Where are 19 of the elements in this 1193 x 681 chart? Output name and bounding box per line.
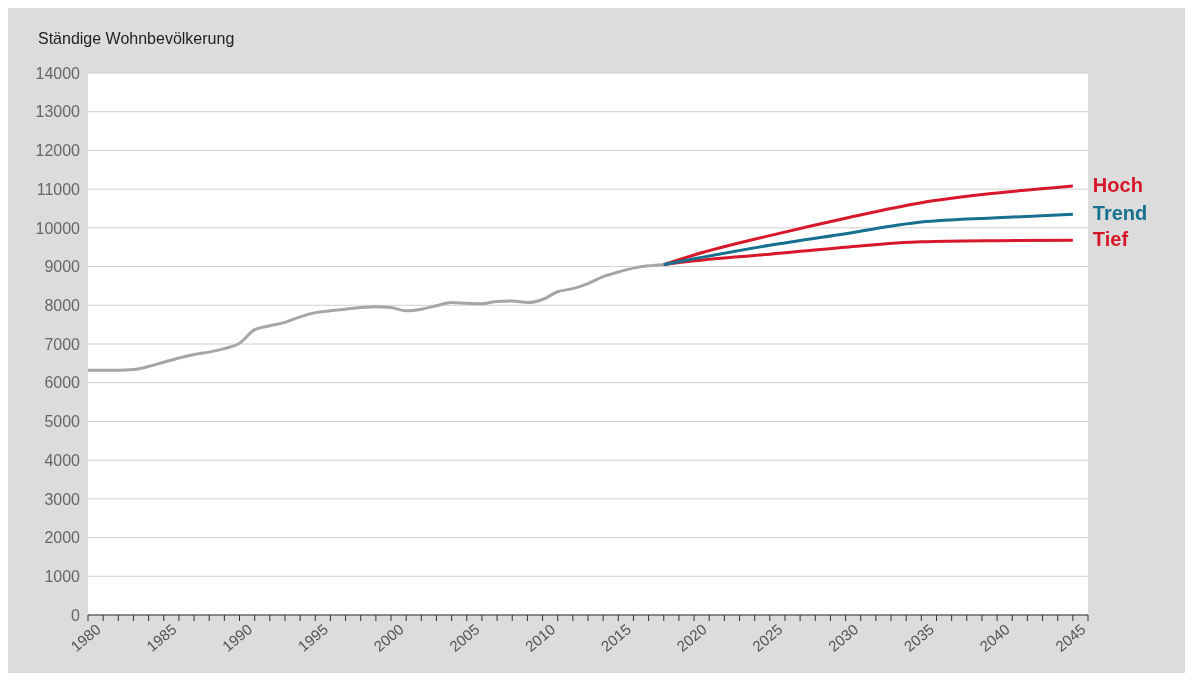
y-tick-label: 5000 [44,413,81,431]
y-axis-title: Ständige Wohnbevölkerung [38,30,235,48]
y-tick-label: 10000 [35,219,81,237]
y-tick-label: 6000 [44,374,81,392]
y-tick-label: 0 [71,606,81,624]
y-tick-label: 14000 [35,64,81,82]
y-tick-label: 13000 [35,103,81,121]
series-label: Tief [1092,228,1129,251]
y-tick-label: 12000 [35,142,81,160]
y-tick-label: 3000 [44,490,81,508]
y-tick-label: 2000 [44,529,81,547]
y-tick-label: 11000 [36,180,81,198]
y-tick-label: 1000 [44,567,81,585]
y-tick-label: 8000 [44,296,81,314]
y-tick-label: 7000 [44,335,81,353]
y-tick-label: 4000 [44,451,81,469]
series-label: Hoch [1092,174,1143,197]
y-tick-label: 9000 [44,258,81,276]
series-label: Trend [1092,202,1148,225]
